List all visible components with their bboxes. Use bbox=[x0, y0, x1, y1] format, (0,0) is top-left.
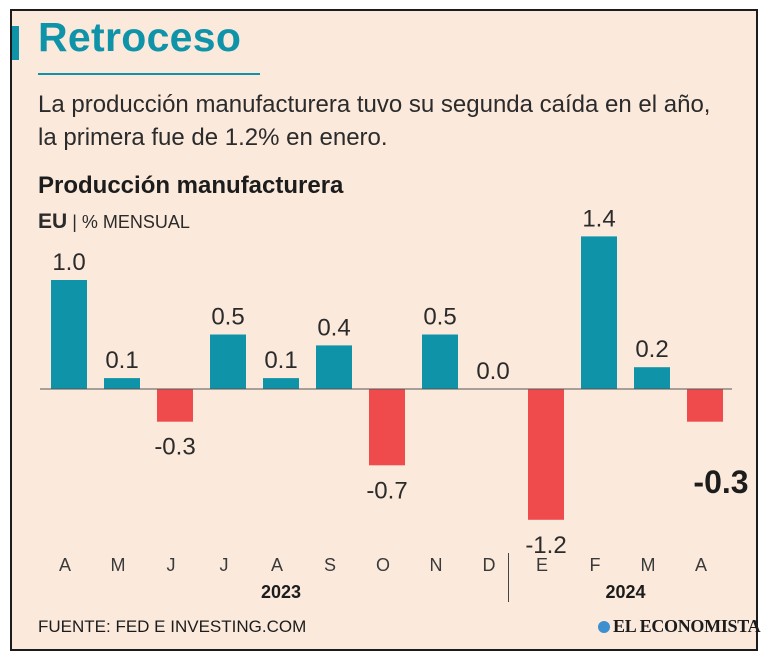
x-tick-label: M bbox=[641, 555, 656, 575]
year-label: 2023 bbox=[261, 582, 301, 602]
x-tick-label: E bbox=[536, 555, 548, 575]
year-label: 2024 bbox=[605, 582, 645, 602]
title-accent-bar bbox=[12, 26, 19, 60]
data-label: 0.0 bbox=[476, 358, 509, 385]
data-label: 0.1 bbox=[105, 347, 138, 374]
x-tick-label: A bbox=[59, 555, 71, 575]
data-label: -0.7 bbox=[366, 477, 407, 504]
x-tick-label: A bbox=[271, 555, 283, 575]
brand-name: EL ECONOMISTA bbox=[613, 616, 761, 636]
x-tick-label: S bbox=[324, 555, 336, 575]
x-tick-label: D bbox=[483, 555, 496, 575]
x-tick-label: J bbox=[167, 555, 176, 575]
bar bbox=[634, 367, 670, 389]
bar bbox=[422, 334, 458, 389]
chart-subheading: EU |% MENSUAL bbox=[38, 210, 190, 234]
data-label: 0.5 bbox=[423, 304, 456, 331]
data-label: 0.1 bbox=[264, 347, 297, 374]
page-title: Retroceso bbox=[38, 14, 242, 60]
x-tick-label: F bbox=[590, 555, 601, 575]
bar bbox=[157, 389, 193, 422]
data-label: -1.2 bbox=[525, 532, 566, 559]
bar bbox=[51, 280, 87, 389]
x-tick-label: O bbox=[376, 555, 390, 575]
bar bbox=[104, 378, 140, 389]
bar bbox=[687, 389, 723, 422]
bar bbox=[263, 378, 299, 389]
source-note: FUENTE: FED E INVESTING.COM bbox=[38, 617, 307, 636]
data-label: 1.0 bbox=[52, 249, 85, 276]
x-tick-label: N bbox=[430, 555, 443, 575]
globe-icon bbox=[598, 621, 610, 633]
bar bbox=[210, 334, 246, 389]
data-label: 1.4 bbox=[582, 205, 615, 232]
chart-title: Producción manufacturera bbox=[38, 172, 344, 199]
data-label: -0.3 bbox=[154, 434, 195, 461]
title-underline bbox=[38, 73, 260, 75]
bar bbox=[528, 389, 564, 520]
data-label: 0.2 bbox=[635, 336, 668, 363]
chart-card bbox=[10, 9, 758, 651]
chart-unit-separator: | bbox=[72, 212, 77, 232]
brand-logo: EL ECONOMISTA bbox=[598, 616, 761, 637]
data-label: 0.5 bbox=[211, 304, 244, 331]
data-label: 0.4 bbox=[317, 314, 350, 341]
chart-country: EU bbox=[38, 210, 68, 233]
x-tick-label: M bbox=[111, 555, 126, 575]
bar bbox=[369, 389, 405, 466]
page-subtitle: La producción manufacturera tuvo su segu… bbox=[38, 91, 711, 151]
x-tick-label: J bbox=[220, 555, 229, 575]
bar bbox=[316, 345, 352, 389]
bar bbox=[581, 236, 617, 389]
data-label: -0.3 bbox=[693, 464, 748, 500]
chart-unit: % MENSUAL bbox=[81, 212, 190, 232]
x-tick-label: A bbox=[695, 555, 707, 575]
